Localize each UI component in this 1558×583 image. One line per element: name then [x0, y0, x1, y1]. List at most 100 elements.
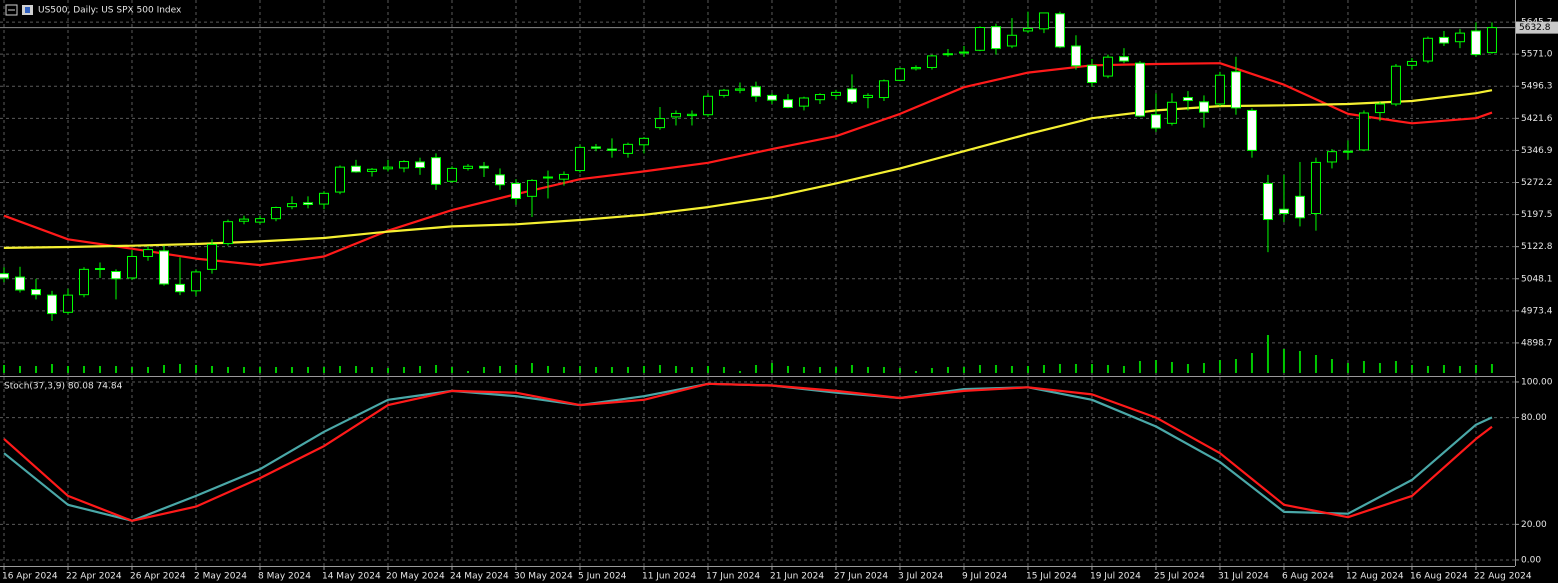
candle-body — [350, 165, 361, 173]
last-price-box — [1516, 21, 1558, 34]
x-tick-label: 16 Apr 2024 — [2, 572, 58, 582]
candle-body — [1054, 13, 1065, 48]
candle-body — [430, 157, 441, 185]
candle-body — [382, 166, 393, 170]
candle-body — [1454, 32, 1465, 43]
candle-body — [110, 270, 121, 280]
candle-body — [814, 94, 825, 101]
candle-body — [606, 148, 617, 151]
y-tick-label: 5421.6 — [1521, 114, 1553, 124]
x-tick-label: 24 May 2024 — [450, 572, 509, 582]
x-tick-label: 5 Jun 2024 — [578, 572, 627, 582]
candle-body — [878, 80, 889, 99]
y-tick-label: 5197.5 — [1521, 210, 1553, 220]
candle-body — [1358, 112, 1369, 151]
x-tick-label: 15 Jul 2024 — [1026, 572, 1077, 582]
candle-body — [1326, 151, 1337, 163]
x-tick-label: 12 Aug 2024 — [1346, 572, 1404, 582]
x-tick-label: 8 May 2024 — [258, 572, 311, 582]
candle-body — [1262, 182, 1273, 221]
candle-body — [78, 268, 89, 296]
indicator-line — [3, 62, 1493, 267]
candle-body — [766, 94, 777, 101]
candle-body — [702, 95, 713, 116]
x-tick-label: 21 Jun 2024 — [770, 572, 824, 582]
candle-body — [1150, 114, 1161, 129]
x-tick-label: 20 May 2024 — [386, 572, 445, 582]
x-tick-label: 16 Aug 2024 — [1410, 572, 1468, 582]
candle-body — [1470, 30, 1481, 56]
candle-body — [142, 249, 153, 257]
x-tick-label: 30 May 2024 — [514, 572, 573, 582]
candle-body — [558, 173, 569, 180]
candle-body — [334, 166, 345, 193]
candle-body — [670, 112, 681, 118]
candle-body — [1102, 56, 1113, 77]
candle-body — [414, 161, 425, 169]
candle-body — [0, 273, 9, 279]
candle-body — [494, 174, 505, 186]
x-tick-label: 31 Jul 2024 — [1218, 572, 1269, 582]
x-tick-label: 2 May 2024 — [194, 572, 247, 582]
candle-body — [46, 294, 57, 315]
y-tick-label: 5122.8 — [1521, 242, 1553, 252]
candle-body — [830, 91, 841, 96]
candle-body — [30, 289, 41, 296]
candle-body — [910, 66, 921, 70]
x-tick-label: 9 Jul 2024 — [962, 572, 1007, 582]
symbol-icon — [5, 4, 18, 16]
candle-body — [1118, 56, 1129, 62]
candle-body — [1214, 74, 1225, 105]
y-tick-label: 4898.7 — [1521, 338, 1553, 348]
candle-body — [926, 55, 937, 68]
x-tick-label: 17 Jun 2024 — [706, 572, 760, 582]
candle-body — [1390, 65, 1401, 105]
candle-body — [782, 99, 793, 108]
candle-body — [190, 271, 201, 292]
candle-body — [1422, 37, 1433, 62]
candle-body — [718, 89, 729, 96]
last-price-label: 5632.8 — [1519, 23, 1551, 33]
candle-body — [862, 94, 873, 99]
candle-body — [990, 26, 1001, 50]
candle-body — [1310, 161, 1321, 215]
candle-body — [1438, 36, 1449, 44]
y-tick-label: 5048.1 — [1521, 274, 1553, 284]
indicator-line — [3, 382, 1493, 522]
candle-body — [238, 218, 249, 222]
x-tick-label: 14 May 2024 — [322, 572, 381, 582]
x-tick-label: 26 Apr 2024 — [130, 572, 186, 582]
candle-body — [894, 68, 905, 81]
candle-body — [1486, 27, 1497, 53]
candle-body — [174, 283, 185, 293]
candle-body — [126, 255, 137, 279]
candle-body — [222, 221, 233, 245]
chart-title: US500, Daily: US SPX 500 Index — [38, 6, 182, 16]
candle-body — [958, 51, 969, 54]
candle-body — [686, 113, 697, 117]
candle-body — [62, 294, 73, 313]
candle-body — [14, 276, 25, 291]
candle-body — [366, 168, 377, 172]
candle-body — [1406, 60, 1417, 66]
x-tick-label: 25 Jul 2024 — [1154, 572, 1205, 582]
period-icon-inner — [25, 7, 30, 13]
candle-body — [1134, 62, 1145, 117]
y-tick-label: 80.00 — [1521, 413, 1547, 423]
candle-body — [158, 250, 169, 285]
x-tick-label: 6 Aug 2024 — [1282, 572, 1334, 582]
x-tick-label: 3 Jul 2024 — [898, 572, 943, 582]
y-tick-label: 5272.2 — [1521, 178, 1553, 188]
candle-body — [1374, 103, 1385, 114]
candle-body — [590, 146, 601, 149]
candle-body — [1198, 101, 1209, 113]
candle-body — [1022, 27, 1033, 32]
candle-body — [750, 86, 761, 97]
candle-body — [286, 203, 297, 208]
y-tick-label: 0.00 — [1521, 555, 1541, 565]
y-tick-label: 5496.3 — [1521, 82, 1553, 92]
indicator-line — [3, 89, 1493, 249]
candle-body — [1086, 64, 1097, 84]
